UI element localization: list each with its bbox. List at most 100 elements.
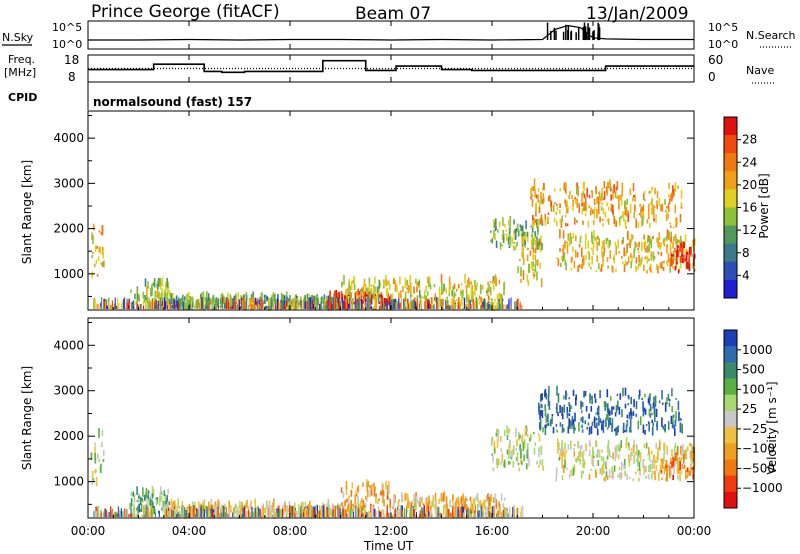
power-cell [346,307,349,310]
velocity-cell [672,474,674,480]
power-cell [204,304,206,309]
velocity-cell [558,456,561,461]
power-cell [242,302,244,309]
power-cell [655,214,657,223]
velocity-cell [625,441,628,449]
power-cell [584,204,586,207]
velocity-cell [415,511,417,517]
power-cell [166,302,168,309]
velocity-cell [406,493,409,502]
power-cell [531,199,534,202]
power-ytick-label: 1000 [53,267,84,281]
power-cell [412,300,414,309]
velocity-cell [140,508,142,512]
velocity-cell [663,452,665,462]
velocity-cell [210,498,212,509]
power-cell [663,260,665,264]
power-cell [498,301,500,309]
velocity-cell [542,427,544,433]
time-tick-label: 00:00 [677,524,712,538]
power-cell [596,255,599,263]
velocity-cell [455,498,458,503]
power-cell [673,236,675,242]
power-cell [532,269,535,271]
velocity-cell [389,512,391,517]
power-cell [151,298,153,309]
power-cell [410,299,412,309]
power-cell [475,297,477,309]
velocity-cell [517,462,520,466]
velocity-cell [130,513,132,517]
velocity-cell [503,509,505,517]
velocity-cell [457,509,459,517]
velocity-cell [545,423,548,428]
velocity-cell [281,508,284,517]
power-cell [361,289,363,297]
power-cell [657,265,659,274]
velocity-cell [615,427,617,436]
velocity-cell [539,410,541,420]
velocity-cell [135,514,137,517]
velocity-cell [561,446,563,456]
power-cell [574,198,577,205]
velocity-cell [655,442,657,449]
velocity-cell [279,509,281,517]
velocity-cell [471,508,473,514]
power-cell [456,288,458,292]
velocity-cell [439,513,441,517]
power-cell [562,251,565,261]
power-cell [542,185,544,191]
velocity-cell [259,514,261,517]
velocity-cell [212,505,214,512]
velocity-cell [630,448,633,451]
velocity-cell [348,495,350,500]
velocity-cell [493,440,496,451]
velocity-cell [304,511,307,517]
velocity-cell [677,475,679,480]
velocity-cell [92,478,95,482]
power-cell [535,240,537,250]
velocity-cell [258,510,260,517]
power-cell [206,306,209,309]
power-cell [463,297,465,309]
power-cell [303,299,305,309]
power-cell [587,221,590,228]
time-tick-label: 00:00 [71,524,106,538]
power-cell [210,299,213,305]
power-cell [615,245,617,256]
power-cell [652,206,654,214]
velocity-cell [417,500,419,503]
power-cell [623,247,625,257]
velocity-cell [492,454,494,463]
velocity-cell [397,501,399,508]
velocity-cell [432,502,435,508]
power-cell [511,237,514,245]
power-cell [270,297,272,309]
power-cell [457,284,460,289]
velocity-cell [300,513,302,517]
nsky-line [88,24,694,41]
power-cell [670,254,673,257]
power-cell [648,247,650,252]
power-cell [251,308,253,311]
power-cell [489,304,491,309]
power-cell [357,305,359,309]
velocity-cell [672,414,675,418]
power-cell [309,297,311,309]
velocity-cell [98,428,100,438]
velocity-cell [136,486,138,495]
power-cell [191,304,193,311]
power-cell [657,237,659,248]
velocity-cell [611,466,613,474]
velocity-cell [509,506,511,517]
power-cell [517,223,519,232]
power-cell [438,286,441,294]
velocity-cell [503,459,506,463]
power-cell [572,199,574,207]
power-cell [625,206,628,216]
velocity-cell [670,457,672,462]
velocity-cell [151,508,153,517]
power-cell [594,207,596,212]
velocity-cell [588,474,591,480]
freq-line [88,59,694,74]
